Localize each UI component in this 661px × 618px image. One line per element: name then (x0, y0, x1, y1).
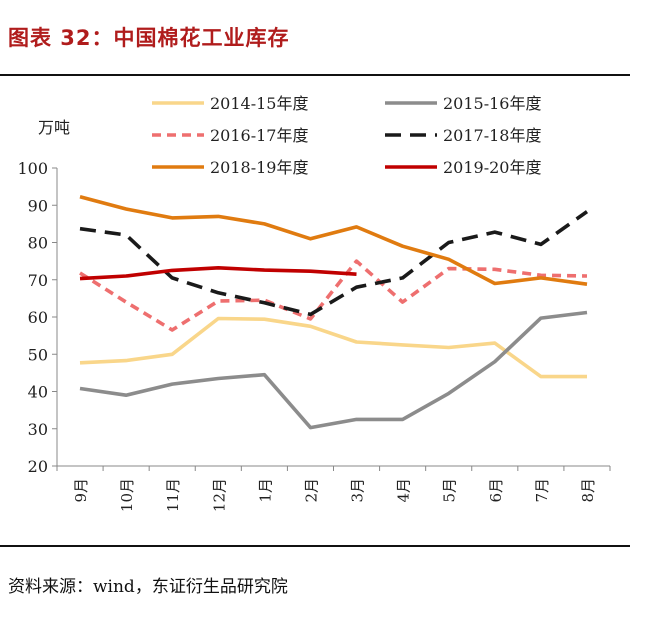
x-tick-label: 10月 (118, 478, 136, 512)
y-tick-label: 80 (28, 234, 48, 253)
series-line-2014-15年度 (79, 316, 587, 379)
chart-axes: 20 30 40 50 60 70 80 90 100 9月 10月 11月 12月 1月 2月 3月 4月 5月… (17, 159, 611, 512)
legend-label: 2018-19年度 (210, 158, 309, 177)
chart-legend: 2014-15年度 2015-16年度 2016-17年度 2017-18年度 2018… (152, 94, 542, 177)
legend-label: 2017-18年度 (443, 126, 542, 145)
series-line-2015-16年度 (79, 310, 588, 430)
x-tick-label: 1月 (256, 478, 274, 503)
x-tick-label: 3月 (349, 478, 367, 503)
legend-label: 2019-20年度 (443, 158, 542, 177)
y-tick-label: 40 (28, 383, 48, 402)
y-tick-label: 90 (28, 196, 48, 215)
y-tick-label: 60 (28, 308, 48, 327)
y-tick-label: 70 (28, 271, 48, 290)
x-tick-label: 8月 (579, 478, 597, 503)
x-tick-label: 11月 (164, 478, 182, 512)
y-tick-label: 30 (28, 420, 48, 439)
y-tick-label: 100 (17, 159, 48, 178)
x-tick-label: 7月 (533, 478, 551, 503)
top-rule (0, 74, 630, 76)
y-tick-label: 20 (28, 457, 48, 476)
x-tick-label: 6月 (487, 478, 505, 503)
x-tick-label: 2月 (302, 478, 320, 503)
source-note: 资料来源：wind，东证衍生品研究院 (8, 577, 288, 597)
legend-label: 2015-16年度 (443, 94, 542, 113)
y-tick-label: 50 (28, 345, 48, 364)
legend-label: 2016-17年度 (210, 126, 309, 145)
y-axis-unit-label: 万吨 (38, 118, 70, 137)
series-line-2019-20年度 (79, 265, 357, 281)
series-line-2017-18年度 (79, 210, 589, 317)
x-tick-label: 12月 (210, 478, 228, 512)
series-line-2018-19年度 (79, 194, 588, 286)
bottom-rule (0, 545, 630, 547)
legend-label: 2014-15年度 (210, 94, 309, 113)
chart-series (79, 194, 589, 430)
x-tick-label: 4月 (395, 478, 413, 503)
figure-title: 图表 32：中国棉花工业库存 (8, 26, 290, 50)
x-tick-label: 9月 (72, 478, 90, 503)
x-tick-label: 5月 (441, 478, 459, 503)
